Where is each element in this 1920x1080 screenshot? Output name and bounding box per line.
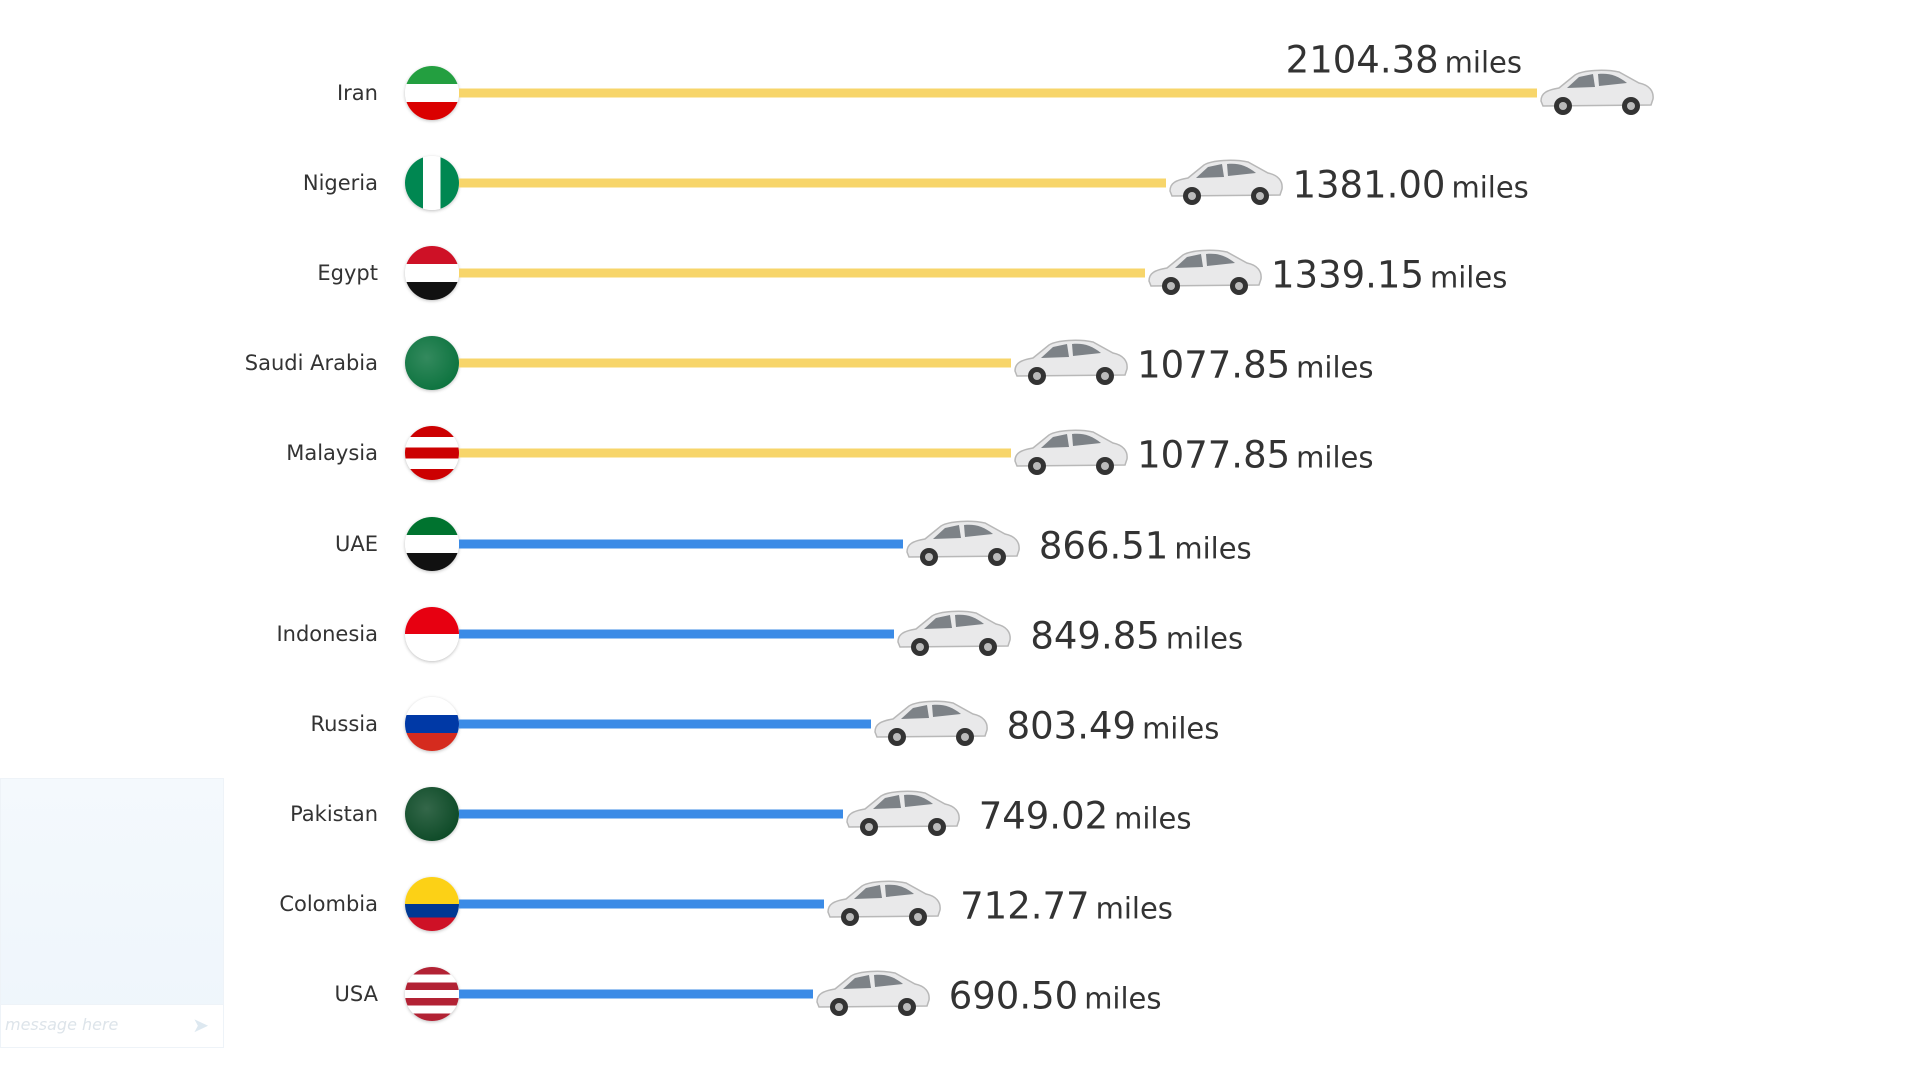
bar bbox=[459, 539, 903, 548]
value-unit: miles bbox=[1430, 260, 1508, 295]
chat-input[interactable]: message here ➤ bbox=[1, 1004, 223, 1047]
value-unit: miles bbox=[1296, 350, 1374, 385]
flag-icon-russia bbox=[405, 696, 459, 751]
value-number: 1381.00 bbox=[1292, 163, 1446, 207]
value-number: 1339.15 bbox=[1270, 253, 1424, 297]
car-icon bbox=[811, 964, 933, 1020]
value-label: 1077.85 miles bbox=[1137, 344, 1373, 387]
country-label: UAE bbox=[334, 531, 378, 556]
flag-icon-pakistan bbox=[405, 786, 459, 841]
flag-icon-uae bbox=[405, 516, 459, 571]
flag-icon-saudi-arabia bbox=[405, 336, 459, 391]
value-label: 1381.00 miles bbox=[1292, 164, 1528, 207]
value-number: 1077.85 bbox=[1137, 433, 1291, 477]
chat-placeholder: message here bbox=[5, 1015, 119, 1034]
value-label: 690.50 miles bbox=[949, 975, 1162, 1018]
car-icon bbox=[1009, 333, 1131, 389]
flag-icon-iran bbox=[405, 66, 459, 120]
value-unit: miles bbox=[1296, 440, 1374, 475]
value-number: 690.50 bbox=[948, 974, 1079, 1018]
value-number: 1077.85 bbox=[1137, 343, 1291, 387]
country-label: Malaysia bbox=[286, 441, 378, 466]
car-icon bbox=[1009, 423, 1131, 479]
bar bbox=[459, 448, 1012, 458]
value-unit: miles bbox=[1095, 891, 1173, 926]
bar bbox=[459, 989, 813, 999]
value-label: 1339.15 miles bbox=[1271, 254, 1507, 297]
country-label: Egypt bbox=[317, 261, 378, 286]
car-icon bbox=[1143, 243, 1265, 299]
value-unit: miles bbox=[1142, 711, 1220, 746]
bar bbox=[459, 268, 1145, 278]
value-unit: miles bbox=[1444, 45, 1522, 80]
car-icon bbox=[1535, 63, 1657, 119]
bar bbox=[459, 178, 1167, 188]
value-number: 803.49 bbox=[1006, 704, 1137, 748]
value-number: 749.02 bbox=[978, 794, 1109, 838]
value-label: 866.51 miles bbox=[1039, 524, 1252, 567]
car-icon bbox=[869, 694, 991, 750]
send-icon[interactable]: ➤ bbox=[192, 1013, 209, 1037]
car-icon bbox=[841, 784, 963, 840]
value-number: 2104.38 bbox=[1285, 38, 1439, 82]
flag-icon-indonesia bbox=[405, 606, 459, 661]
bar bbox=[459, 899, 825, 909]
value-unit: miles bbox=[1165, 621, 1244, 656]
value-label: 803.49 miles bbox=[1007, 704, 1220, 747]
flag-icon-usa bbox=[405, 967, 459, 1021]
country-label: Nigeria bbox=[302, 171, 378, 196]
value-label: 1077.85 miles bbox=[1137, 434, 1373, 477]
country-label: USA bbox=[334, 982, 378, 1006]
value-number: 866.51 bbox=[1038, 524, 1169, 567]
value-unit: miles bbox=[1114, 801, 1192, 836]
bar bbox=[459, 719, 871, 729]
country-label: Russia bbox=[310, 711, 378, 736]
value-number: 849.85 bbox=[1030, 614, 1160, 658]
country-label: Pakistan bbox=[290, 801, 378, 826]
flag-icon-egypt bbox=[405, 246, 459, 301]
value-unit: miles bbox=[1451, 170, 1529, 205]
car-icon bbox=[901, 514, 1023, 570]
bar bbox=[459, 809, 843, 819]
country-label: Iran bbox=[336, 81, 378, 105]
country-label: Saudi Arabia bbox=[244, 351, 378, 376]
car-icon bbox=[1164, 153, 1286, 209]
flag-icon-malaysia bbox=[405, 426, 459, 481]
chat-widget: message here ➤ bbox=[0, 778, 224, 1048]
flag-icon-nigeria bbox=[405, 156, 459, 211]
car-icon bbox=[822, 874, 944, 930]
value-unit: miles bbox=[1174, 531, 1252, 565]
bar bbox=[459, 358, 1012, 368]
value-label: 2104.38 miles bbox=[1286, 39, 1522, 82]
value-unit: miles bbox=[1084, 981, 1162, 1016]
value-number: 712.77 bbox=[960, 884, 1090, 928]
car-icon bbox=[892, 604, 1014, 660]
value-label: 749.02 miles bbox=[979, 794, 1192, 837]
value-label: 712.77 miles bbox=[960, 884, 1173, 927]
bar bbox=[459, 88, 1537, 98]
country-label: Indonesia bbox=[276, 621, 378, 646]
country-label: Colombia bbox=[279, 891, 378, 916]
bar bbox=[459, 629, 895, 639]
flag-icon-colombia bbox=[405, 876, 459, 931]
value-label: 849.85 miles bbox=[1030, 614, 1243, 657]
